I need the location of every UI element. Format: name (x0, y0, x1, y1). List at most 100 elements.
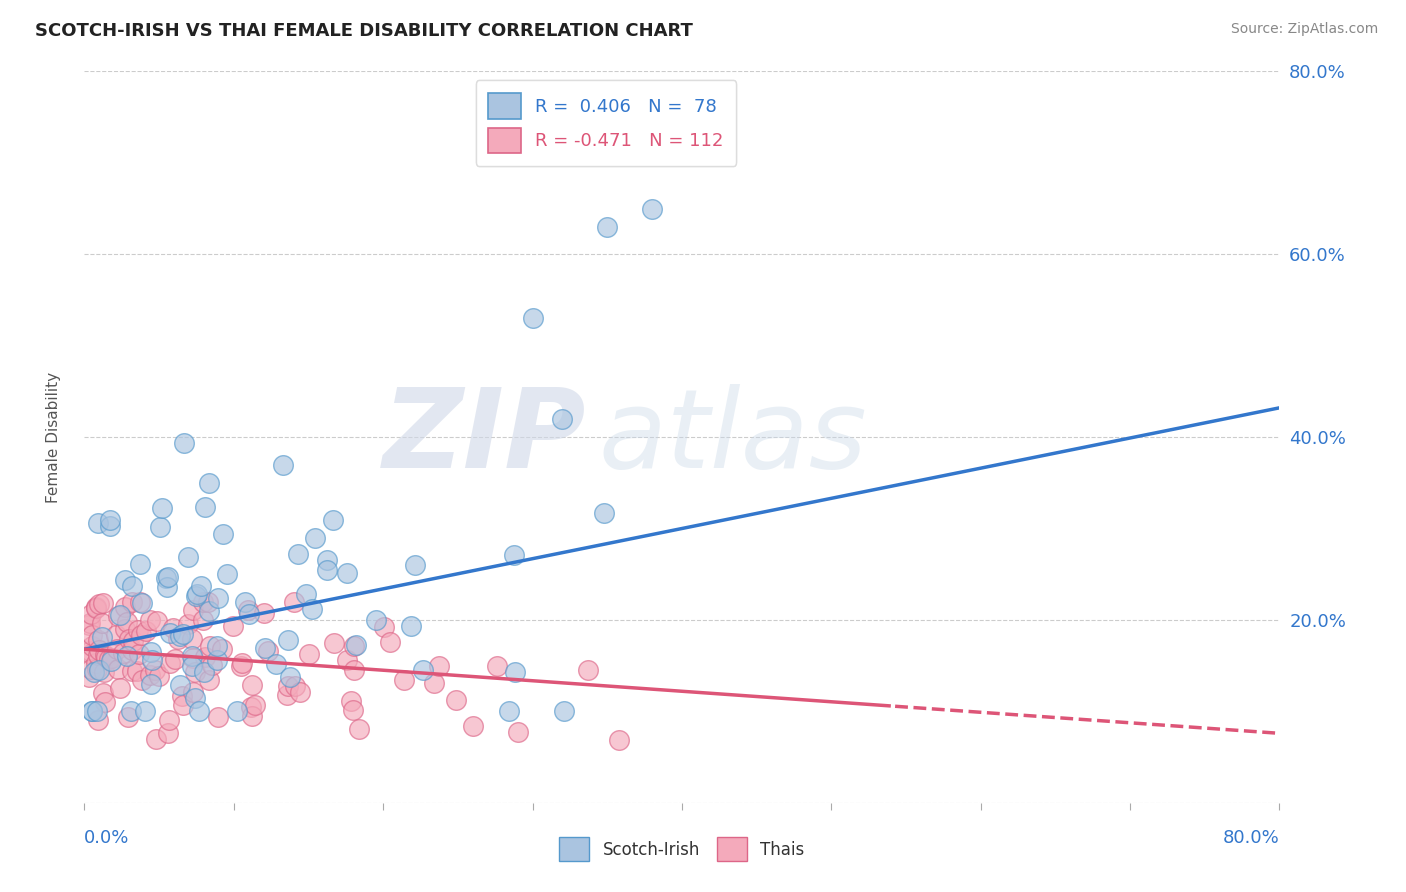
Point (173, 436, 195, 450)
Point (522, 311, 544, 326)
Point (87, 597, 110, 611)
Point (378, 635, 401, 649)
Point (336, 566, 359, 580)
Point (98, 513, 121, 527)
Point (207, 709, 229, 723)
Point (593, 507, 616, 521)
Point (117, 649, 139, 664)
Point (339, 694, 361, 708)
Point (143, 663, 166, 677)
Point (87, 516, 110, 531)
Point (135, 624, 157, 639)
Point (498, 705, 520, 719)
Point (131, 673, 153, 687)
Point (283, 594, 305, 608)
Point (84, 656, 107, 670)
Point (181, 659, 204, 673)
Point (121, 643, 143, 657)
Point (157, 713, 180, 727)
Point (301, 602, 323, 616)
Point (486, 659, 509, 673)
Point (240, 699, 263, 714)
Point (271, 458, 294, 473)
Point (197, 594, 219, 608)
Point (240, 708, 263, 723)
Point (342, 704, 364, 718)
Point (79, 644, 101, 658)
Point (508, 725, 530, 739)
Point (122, 634, 145, 648)
Point (336, 652, 359, 666)
Point (94, 695, 117, 709)
Point (225, 705, 247, 719)
Y-axis label: Female Disability: Female Disability (46, 371, 62, 503)
Point (423, 676, 446, 690)
Point (231, 656, 253, 670)
Point (94, 648, 117, 662)
Point (93, 596, 115, 610)
Point (80, 607, 103, 621)
Point (115, 615, 138, 630)
Point (128, 647, 150, 661)
Point (163, 652, 186, 666)
Point (343, 640, 366, 654)
Point (169, 629, 191, 643)
Point (183, 691, 205, 706)
Point (231, 658, 253, 673)
Point (87, 648, 110, 662)
Point (198, 639, 221, 653)
Point (253, 606, 276, 620)
Point (159, 625, 181, 640)
Point (127, 623, 149, 637)
Point (156, 725, 179, 739)
Point (186, 587, 208, 601)
Point (366, 613, 388, 627)
Point (129, 558, 152, 572)
Point (191, 613, 214, 627)
Point (141, 653, 163, 667)
Point (80, 705, 103, 719)
Point (212, 527, 235, 541)
Point (404, 558, 426, 573)
Point (276, 688, 298, 702)
Point (266, 657, 288, 671)
Point (609, 732, 631, 747)
Point (108, 681, 131, 695)
Point (207, 591, 229, 605)
Point (80, 628, 103, 642)
Point (288, 685, 311, 699)
Point (503, 548, 526, 562)
Text: atlas: atlas (599, 384, 868, 491)
Point (188, 705, 211, 719)
Point (100, 654, 122, 668)
Text: ZIP: ZIP (382, 384, 586, 491)
Point (444, 693, 467, 707)
Point (129, 628, 152, 642)
Point (194, 500, 217, 515)
Point (278, 670, 301, 684)
Point (240, 678, 263, 692)
Point (90, 630, 112, 644)
Point (211, 642, 233, 657)
Point (399, 619, 422, 633)
Point (172, 627, 194, 641)
Point (198, 475, 221, 490)
Point (91, 686, 114, 700)
Point (79, 616, 101, 631)
Point (94, 649, 117, 664)
Point (181, 648, 204, 663)
Point (194, 650, 217, 665)
Text: SCOTCH-IRISH VS THAI FEMALE DISABILITY CORRELATION CHART: SCOTCH-IRISH VS THAI FEMALE DISABILITY C… (35, 22, 693, 40)
Point (184, 589, 207, 603)
Point (347, 722, 370, 736)
Point (111, 646, 134, 660)
Point (138, 613, 160, 627)
Text: 80.0%: 80.0% (1223, 829, 1279, 847)
Point (107, 642, 129, 657)
Point (553, 705, 575, 719)
Point (193, 665, 215, 679)
Point (322, 513, 344, 527)
Point (107, 608, 129, 623)
Point (84, 600, 107, 615)
Point (148, 669, 170, 683)
